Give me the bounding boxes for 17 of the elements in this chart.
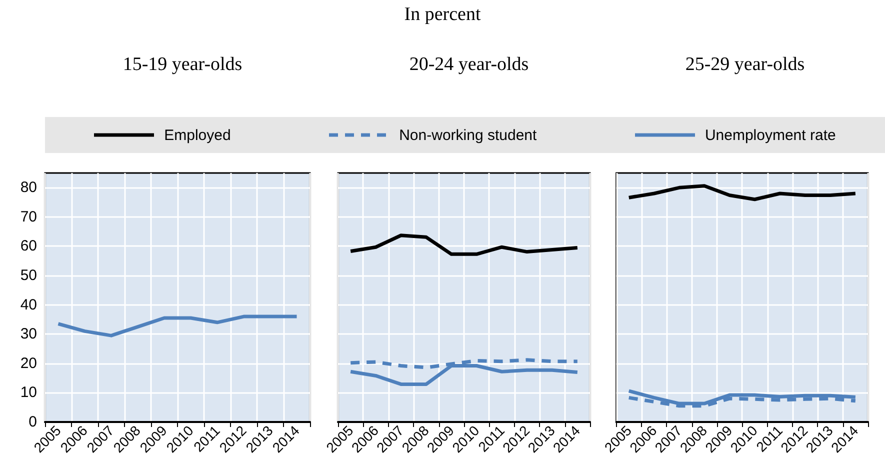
y-tick-label: 80	[20, 179, 37, 196]
y-tick-label: 70	[20, 208, 37, 226]
line-series	[56, 314, 298, 338]
legend-label: Employed	[164, 126, 231, 144]
y-tick-label: 10	[20, 384, 37, 402]
text: In percent	[403, 4, 482, 26]
y-tick-label: 20	[20, 354, 37, 372]
chart-title: 20-24 year-olds	[409, 54, 529, 75]
legend-label: Unemployment rate	[704, 126, 836, 144]
y-tick-label: 60	[20, 238, 37, 255]
chart-title: 15-19 year-olds	[122, 54, 242, 75]
y-tick-label: 50	[20, 267, 37, 284]
chart-title: 25-29 year-olds	[685, 54, 805, 75]
legend-label: Non-working student	[399, 126, 537, 144]
y-tick-label: 30	[20, 326, 37, 343]
y-tick-label: 0	[28, 414, 37, 430]
y-tick-label: 40	[20, 296, 37, 314]
